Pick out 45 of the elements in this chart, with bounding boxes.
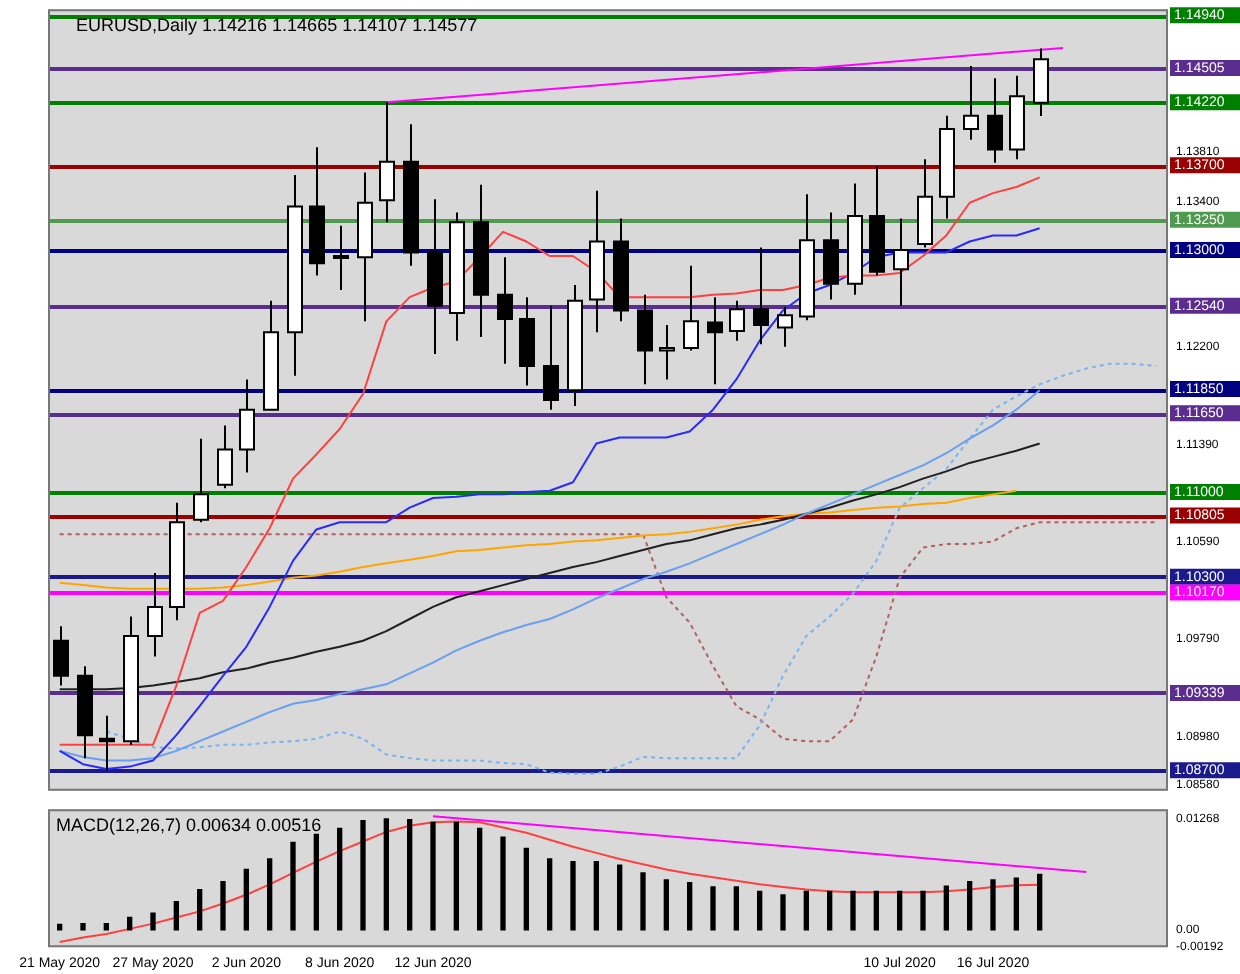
bar: [803, 890, 809, 931]
bar: [687, 881, 693, 931]
bar: [593, 860, 599, 931]
bar: [780, 894, 786, 931]
bar: [757, 890, 763, 931]
bar: [920, 890, 926, 931]
bar: [617, 864, 623, 931]
bar: [710, 886, 716, 931]
bar: [967, 881, 973, 931]
bar: [733, 886, 739, 931]
bar: [337, 827, 343, 931]
bar: [80, 922, 86, 931]
bar: [943, 885, 949, 931]
bar: [453, 821, 459, 931]
bar: [150, 912, 156, 931]
chart-title: EURUSD,Daily 1.14216 1.14665 1.14107 1.14577: [76, 15, 478, 36]
bar: [1037, 873, 1043, 931]
chart-title: MACD(12,26,7) 0.00634 0.00516: [56, 815, 322, 836]
bar: [127, 916, 133, 931]
bar: [990, 879, 996, 931]
bar: [570, 860, 576, 931]
bar: [243, 868, 249, 931]
bar: [430, 821, 436, 931]
bar: [173, 901, 179, 931]
bar: [383, 818, 389, 931]
bar: [360, 819, 366, 931]
bar: [290, 841, 296, 931]
bar: [313, 833, 319, 931]
bar: [663, 879, 669, 931]
bar: [873, 890, 879, 931]
bar: [500, 836, 506, 931]
bar: [407, 819, 413, 931]
bar: [850, 890, 856, 931]
bar: [267, 858, 273, 931]
bar: [220, 881, 226, 931]
bar: [827, 890, 833, 931]
bar: [477, 827, 483, 931]
bar: [1013, 877, 1019, 931]
line-series: [58, 521, 1158, 743]
bar: [197, 888, 203, 931]
line-series: [105, 362, 1158, 775]
bar: [547, 858, 553, 931]
bar: [640, 872, 646, 931]
bar: [897, 890, 903, 931]
bar: [523, 847, 529, 931]
